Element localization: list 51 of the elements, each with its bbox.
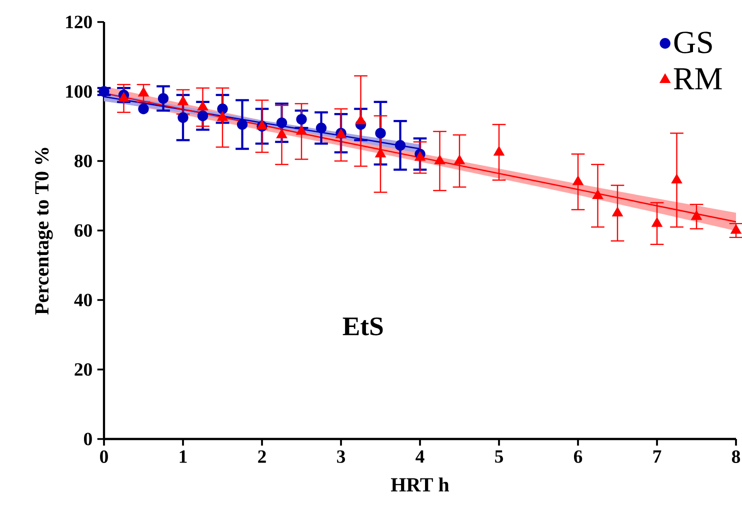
point [98,86,110,97]
x-tick-label: 2 [258,450,266,463]
point [494,146,504,156]
point [414,151,426,161]
legend-label: GS [674,32,712,54]
x-tick-label: 4 [416,450,424,463]
x-tick-label: 0 [100,450,108,463]
y-tick-label: 60 [74,224,92,237]
x-tick-label: 7 [653,450,662,463]
annotation: EtS [342,317,383,336]
point [118,92,130,102]
point [158,93,169,104]
y-tick-label: 40 [74,294,92,306]
y-tick-label: 80 [74,154,92,168]
point [217,104,228,114]
point [296,114,307,125]
point [394,140,406,151]
legend-label: RM [674,68,722,90]
y-tick-label: 120 [66,16,92,28]
y-tick-label: 100 [66,85,92,98]
x-tick-label: 3 [337,450,346,463]
point [236,119,248,130]
point [434,154,446,164]
point [355,114,366,124]
x-tick-label: 1 [180,450,187,463]
point [178,96,188,106]
point [296,125,307,135]
point [138,104,149,114]
point [572,176,584,186]
y-tick-label: 0 [84,432,92,446]
point [197,110,208,122]
point [691,210,702,220]
point [217,111,228,121]
point [316,122,327,134]
x-tick-label: 5 [495,450,503,463]
point [375,148,386,158]
point [197,100,208,110]
y-tick-label: 20 [74,363,92,376]
x-tick-label: 8 [732,450,740,463]
point [671,174,682,184]
point [454,154,465,164]
x-tick-label: 6 [574,450,582,463]
point [592,189,604,200]
point [276,128,288,138]
point [178,112,188,123]
point [276,117,288,128]
x-axis-title: HRT h [390,477,450,492]
y-axis-title: Percentage to T0 % [35,148,53,315]
point [652,217,662,227]
point [375,128,386,139]
point [612,206,623,216]
